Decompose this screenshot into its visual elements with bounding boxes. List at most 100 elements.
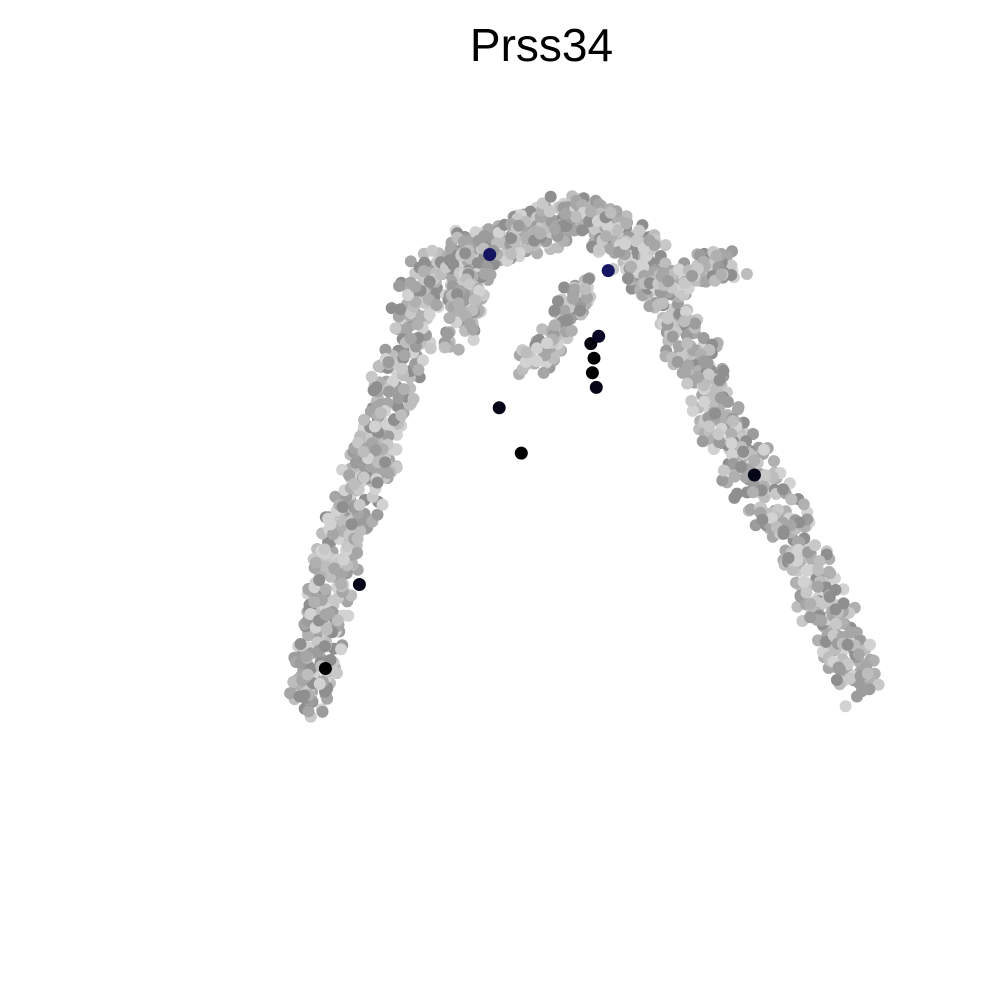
cell-point — [765, 512, 778, 525]
cell-point — [804, 611, 816, 624]
cell-point — [287, 675, 300, 688]
cell-point — [541, 337, 554, 350]
cell-point — [800, 564, 813, 577]
cell-point — [633, 224, 646, 237]
expressing-cell-point — [492, 401, 506, 415]
expressing-cell-point — [483, 248, 497, 261]
cell-point — [811, 580, 824, 593]
cell-point — [417, 265, 430, 278]
cell-point — [697, 332, 710, 344]
cell-point — [443, 312, 456, 324]
cell-point — [620, 217, 633, 230]
cell-point — [343, 469, 356, 482]
cell-point — [712, 428, 725, 441]
cell-point — [666, 330, 679, 343]
cell-point — [735, 460, 748, 473]
cell-point — [441, 327, 454, 340]
cell-point — [744, 503, 757, 516]
cell-point — [534, 227, 547, 240]
cell-point — [728, 470, 741, 483]
cell-point — [398, 349, 411, 362]
cell-point — [536, 323, 549, 336]
cell-point — [369, 444, 382, 456]
expressing-cell-point — [589, 380, 603, 394]
cell-point — [561, 314, 574, 327]
cell-point — [467, 334, 480, 346]
expressing-cell-point — [601, 264, 615, 278]
cell-point — [686, 269, 699, 282]
cell-point — [702, 368, 715, 381]
expressing-cell-point — [747, 468, 761, 482]
cell-point — [430, 299, 443, 311]
cell-point — [583, 215, 596, 228]
cell-point — [443, 254, 456, 267]
cell-point — [426, 244, 439, 257]
cell-point — [379, 343, 392, 356]
cell-point — [284, 687, 297, 700]
cell-point — [725, 427, 738, 440]
cell-point — [611, 224, 624, 237]
expressing-cell-point — [514, 446, 528, 460]
cell-point — [395, 409, 408, 422]
cell-point — [370, 381, 383, 394]
cell-point — [619, 238, 631, 250]
cell-point — [319, 583, 332, 596]
cell-point — [731, 403, 744, 416]
cell-point — [559, 207, 572, 220]
cell-point — [328, 562, 341, 575]
cell-point — [689, 317, 702, 330]
cell-point — [701, 356, 714, 369]
cell-point — [697, 379, 710, 392]
cell-point — [548, 222, 561, 235]
cell-point — [844, 672, 856, 685]
cell-point — [463, 278, 476, 291]
cell-point — [725, 437, 738, 450]
cell-point — [800, 586, 813, 599]
cell-point — [382, 356, 395, 369]
cell-point — [758, 443, 770, 456]
cell-point — [336, 501, 349, 513]
chart-title: Prss34 — [469, 19, 614, 71]
cell-point — [824, 567, 837, 580]
cell-point — [389, 322, 402, 335]
cell-point — [313, 677, 326, 690]
cell-point — [777, 527, 790, 540]
cell-point — [302, 629, 315, 642]
cell-point — [452, 343, 465, 356]
cell-point — [452, 297, 465, 310]
cell-point — [304, 608, 317, 620]
cell-point — [423, 275, 436, 288]
cell-point — [558, 281, 571, 294]
cell-point — [348, 477, 361, 490]
cell-point — [782, 552, 795, 564]
cell-point — [402, 289, 414, 302]
cell-point — [335, 643, 348, 656]
cell-point — [823, 590, 836, 603]
cell-point — [604, 206, 617, 219]
cell-point — [513, 247, 526, 260]
cell-point — [839, 700, 852, 713]
cell-point — [473, 284, 486, 297]
cell-point — [316, 705, 329, 718]
cell-point — [672, 263, 685, 276]
cell-point — [643, 234, 656, 247]
cell-point — [797, 575, 810, 588]
expressing-cell-point — [352, 578, 366, 591]
cell-point — [401, 322, 414, 335]
cell-point — [864, 638, 876, 651]
cell-point — [548, 319, 561, 332]
cell-point — [313, 574, 326, 587]
cell-point — [756, 513, 769, 526]
cell-point — [829, 617, 842, 630]
cell-point — [841, 638, 854, 651]
cell-point — [622, 272, 634, 285]
background-cells-layer — [284, 190, 885, 723]
cell-point — [726, 415, 739, 428]
cell-point — [318, 543, 331, 556]
cell-point — [582, 273, 595, 286]
cell-point — [855, 685, 868, 698]
cell-point — [759, 469, 772, 482]
cell-point — [520, 346, 533, 359]
cell-point — [710, 249, 723, 262]
cell-point — [872, 678, 885, 691]
